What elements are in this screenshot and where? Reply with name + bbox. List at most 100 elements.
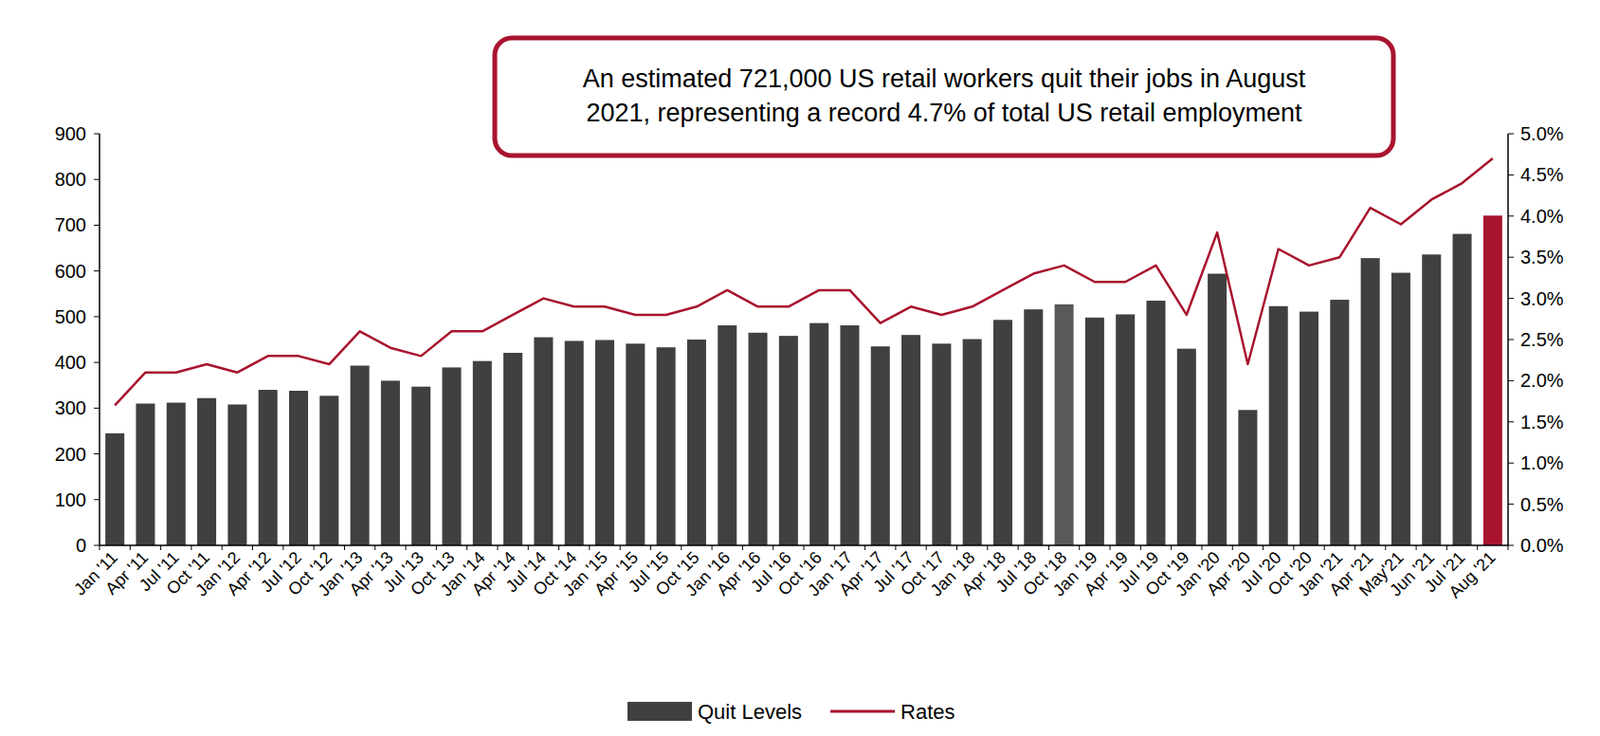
x-tick	[588, 545, 590, 550]
annotation-box	[494, 37, 1394, 156]
bar	[381, 380, 400, 546]
bar	[1361, 257, 1381, 546]
y2-tick	[1508, 503, 1514, 505]
y-tick	[93, 315, 100, 317]
bar	[472, 361, 492, 546]
y-tick	[93, 224, 100, 226]
bar	[258, 389, 278, 546]
x-tick	[864, 545, 866, 550]
bar	[1054, 304, 1074, 546]
x-tick	[1416, 545, 1418, 550]
x-tick	[1109, 545, 1111, 550]
bar	[350, 364, 370, 546]
x-tick	[190, 545, 192, 550]
bar	[931, 343, 951, 546]
y-tick	[93, 362, 100, 364]
y-tick	[93, 133, 100, 135]
x-tick	[926, 545, 928, 550]
bar	[1207, 273, 1227, 546]
bar	[717, 325, 737, 546]
x-tick	[405, 545, 407, 550]
bar	[1329, 299, 1349, 546]
bar	[839, 325, 859, 546]
y2-tick	[1508, 256, 1514, 258]
x-tick	[1446, 545, 1448, 550]
x-tick	[1324, 545, 1326, 550]
y-tick	[93, 407, 100, 409]
bar	[595, 339, 615, 546]
bar	[1453, 234, 1473, 546]
x-tick	[1200, 545, 1202, 550]
plot-data	[105, 158, 1503, 546]
x-tick-label: Aug '21	[1445, 547, 1500, 602]
legend: Quit Levels Rates	[627, 699, 956, 724]
bar	[1391, 272, 1411, 546]
bar	[625, 343, 645, 546]
y-tick	[93, 453, 100, 455]
y2-tick	[1508, 215, 1514, 217]
bar	[809, 323, 829, 546]
x-tick	[160, 545, 162, 550]
y2-tick-label: 2.5%	[1520, 328, 1564, 350]
x-tick	[1354, 545, 1356, 550]
y2-tick-label: 0.0%	[1520, 534, 1564, 556]
x-tick	[711, 545, 713, 550]
legend-label: Quit Levels	[697, 699, 802, 724]
bar	[901, 334, 921, 546]
x-tick	[1508, 545, 1510, 550]
y-tick-label: 500	[54, 306, 87, 328]
x-tick	[834, 545, 836, 550]
bar	[1421, 254, 1441, 546]
bar	[289, 390, 309, 546]
x-tick	[313, 545, 315, 550]
bar	[411, 386, 431, 546]
x-tick	[436, 545, 437, 550]
x-tick	[374, 545, 376, 550]
y-tick-label: 800	[54, 168, 87, 190]
x-tick	[99, 545, 101, 550]
bar	[319, 395, 339, 546]
y2-tick-label: 1.0%	[1520, 452, 1564, 473]
x-tick	[527, 545, 529, 550]
x-tick	[742, 545, 744, 550]
y-tick-label: 0	[75, 534, 87, 556]
y2-tick	[1508, 133, 1514, 135]
x-tick	[1384, 545, 1386, 550]
y-tick	[93, 498, 100, 500]
bar	[564, 340, 584, 546]
x-tick	[1078, 545, 1080, 550]
bar	[1237, 409, 1257, 546]
x-tick	[1476, 545, 1478, 550]
bar	[1177, 348, 1197, 546]
legend-swatch	[830, 709, 895, 713]
y-tick-label: 400	[54, 351, 87, 373]
x-tick	[496, 545, 498, 550]
bar	[227, 403, 247, 546]
x-tick	[282, 545, 284, 550]
y2-tick-label: 3.0%	[1520, 288, 1564, 310]
y-tick	[93, 545, 100, 546]
bar	[1145, 300, 1165, 546]
y-axis	[98, 133, 101, 546]
y-tick-label: 200	[54, 443, 87, 465]
annotation-text: An estimated 721,000 US retail workers q…	[582, 64, 1307, 93]
bar	[1023, 309, 1043, 546]
legend-swatch	[627, 701, 692, 721]
bar	[963, 339, 982, 546]
line	[114, 158, 1493, 405]
x-tick	[252, 545, 254, 550]
y2-tick-label: 4.0%	[1520, 205, 1564, 227]
bar	[197, 398, 217, 546]
bar	[656, 346, 676, 546]
y-tick-label: 900	[54, 123, 87, 145]
y2-tick	[1508, 380, 1514, 382]
chart: 01002003004005006007008009000.0%0.5%1.0%…	[0, 0, 1600, 736]
x-tick	[894, 545, 896, 550]
y2-tick	[1508, 462, 1514, 464]
x-tick	[772, 545, 774, 550]
bar	[1085, 317, 1105, 546]
bar	[871, 345, 891, 546]
y2-tick-label: 1.5%	[1520, 411, 1564, 433]
legend-label: Rates	[900, 699, 955, 724]
y2-tick	[1508, 545, 1514, 546]
